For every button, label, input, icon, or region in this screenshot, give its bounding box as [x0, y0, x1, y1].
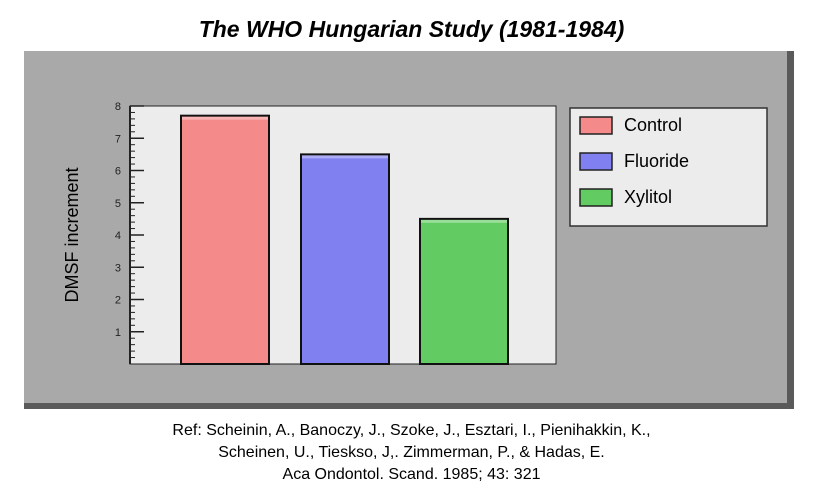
bar-highlight — [421, 219, 507, 223]
bar-fluoride — [300, 153, 390, 365]
chart-panel: DMSF increment 1 2 3 4 5 6 7 8 Control Fluoride X… — [24, 51, 794, 409]
y-tick-label: 1 — [115, 327, 121, 339]
legend-label-xylitol: Xylitol — [624, 187, 672, 207]
y-axis-label: DMSF increment — [62, 167, 82, 302]
reference-line-1: Ref: Scheinin, A., Banoczy, J., Szoke, J… — [172, 422, 651, 439]
legend-label-control: Control — [624, 115, 682, 135]
panel-shadow-right — [787, 51, 794, 409]
panel-shadow-bottom — [24, 403, 794, 409]
legend: Control Fluoride Xylitol — [569, 107, 768, 227]
legend-swatch-xylitol — [579, 188, 613, 207]
y-tick-label: 7 — [115, 133, 121, 145]
reference-citation: Ref: Scheinin, A., Banoczy, J., Szoke, J… — [0, 420, 823, 486]
y-tick-label: 8 — [115, 101, 121, 113]
reference-line-3: Aca Ondontol. Scand. 1985; 43: 321 — [282, 466, 541, 483]
y-tick-label: 5 — [115, 198, 121, 210]
chart-title: The WHO Hungarian Study (1981-1984) — [198, 16, 625, 42]
y-tick-label: 4 — [115, 230, 121, 242]
bar-highlight — [182, 116, 268, 120]
y-tick-label: 2 — [115, 295, 121, 307]
y-tick-label: 6 — [115, 166, 121, 178]
legend-swatch-control — [579, 116, 613, 135]
legend-label-fluoride: Fluoride — [624, 151, 689, 171]
y-axis: 1 2 3 4 5 6 7 8 — [115, 101, 144, 365]
reference-line-2: Scheinen, U., Tieskso, J,. Zimmerman, P.… — [218, 444, 605, 461]
bars — [180, 114, 509, 365]
bar-highlight — [302, 155, 388, 159]
legend-swatch-fluoride — [579, 152, 613, 171]
bar-chart: DMSF increment 1 2 3 4 5 6 7 8 Control Fluoride X… — [24, 51, 794, 409]
bar-control — [180, 114, 270, 365]
bar-xylitol — [419, 217, 509, 365]
y-tick-label: 3 — [115, 262, 121, 274]
